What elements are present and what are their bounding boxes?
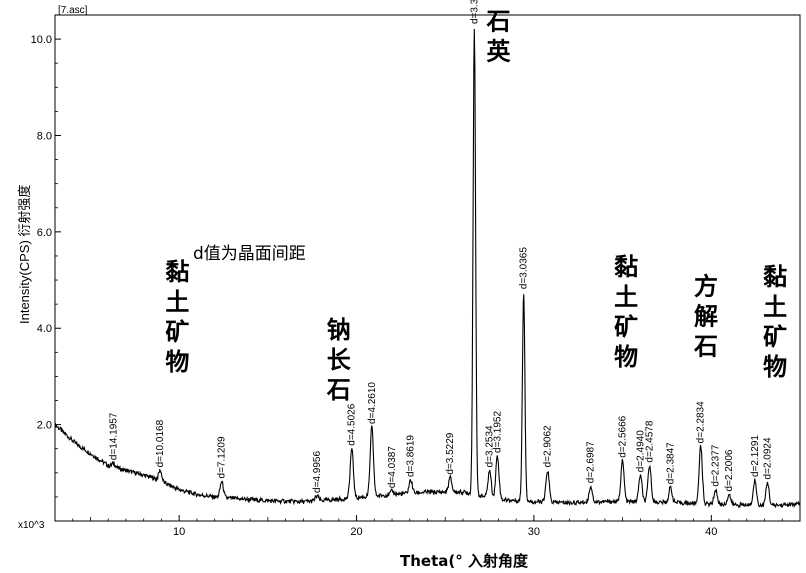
peak-d-label: d=2.2834	[696, 401, 707, 443]
mineral-label-char: 物	[763, 353, 787, 381]
mineral-label-char: 物	[614, 343, 638, 371]
d-spacing-note: d值为晶面间距	[193, 244, 306, 264]
x-tick-label: 10	[173, 526, 185, 538]
mineral-label-char: 英	[486, 37, 511, 65]
peak-d-label: d=4.5026	[347, 403, 358, 445]
file-label: [7.asc]	[58, 5, 88, 16]
mineral-label-char: 黏	[614, 253, 638, 281]
peak-d-label: d=3.2534	[485, 425, 496, 467]
peak-d-label: d=3.1952	[492, 411, 503, 453]
peak-d-label: d=4.0387	[387, 446, 398, 488]
peak-d-label: d=7.1209	[217, 436, 228, 478]
diffraction-trace	[54, 28, 801, 509]
peak-d-label: d=2.2006	[724, 449, 735, 491]
x-tick-label: 20	[350, 526, 362, 538]
mineral-label-char: 矿	[165, 318, 189, 346]
peak-d-label: d=2.5666	[617, 415, 628, 457]
peak-d-label: d=2.4940	[635, 430, 646, 472]
y-tick-label: 10.0	[31, 34, 52, 46]
mineral-label-char: 石	[485, 7, 510, 35]
x-tick-label: 30	[528, 526, 540, 538]
peak-d-label: d=3.0365	[519, 247, 530, 289]
mineral-label-char: 方	[694, 273, 718, 301]
peak-d-label: d=2.4578	[645, 420, 656, 462]
mineral-label-char: 钠	[327, 316, 351, 344]
mineral-label-char: 黏	[763, 263, 787, 291]
peak-d-label: d=3.8619	[406, 435, 417, 477]
peak-d-label: d=3.5229	[445, 432, 456, 474]
peak-d-label: d=4.2610	[367, 382, 378, 424]
mineral-label-char: 长	[327, 346, 352, 374]
peak-d-label: d=4.9956	[312, 451, 323, 493]
mineral-label-char: 解	[694, 303, 718, 331]
y-axis-label: Intensity(CPS) 衍射强度	[17, 185, 32, 324]
multiplier-label: x10^3	[18, 520, 45, 531]
mineral-label-char: 物	[165, 348, 189, 376]
peak-d-label: d=2.6987	[586, 441, 597, 483]
y-tick-label: 2.0	[37, 420, 52, 432]
x-axis-label: Theta(° 入射角度	[400, 552, 529, 570]
mineral-label-char: 矿	[614, 313, 638, 341]
mineral-label-char: 土	[165, 288, 189, 316]
peak-d-label: d=10.0168	[155, 419, 166, 467]
peak-d-label: d=2.9062	[543, 425, 554, 467]
peak-d-label: d=2.3847	[666, 442, 677, 484]
mineral-label-char: 土	[763, 293, 787, 321]
x-tick-label: 40	[705, 526, 717, 538]
y-tick-label: 6.0	[37, 227, 52, 239]
y-tick-label: 4.0	[37, 323, 52, 335]
mineral-label-char: 石	[693, 333, 718, 361]
peak-d-label: d=2.1291	[750, 435, 761, 477]
mineral-label-char: 矿	[763, 323, 787, 351]
y-tick-label: 8.0	[37, 130, 52, 142]
peak-d-label: d=2.2377	[711, 444, 722, 486]
mineral-label-char: 石	[326, 376, 351, 404]
peak-d-label: d=3.3471	[469, 0, 480, 24]
peak-d-label: d=14.1957	[109, 412, 120, 460]
mineral-label-char: 土	[614, 283, 638, 311]
mineral-label-char: 黏	[165, 258, 189, 286]
peak-d-label: d=2.0924	[763, 437, 774, 479]
